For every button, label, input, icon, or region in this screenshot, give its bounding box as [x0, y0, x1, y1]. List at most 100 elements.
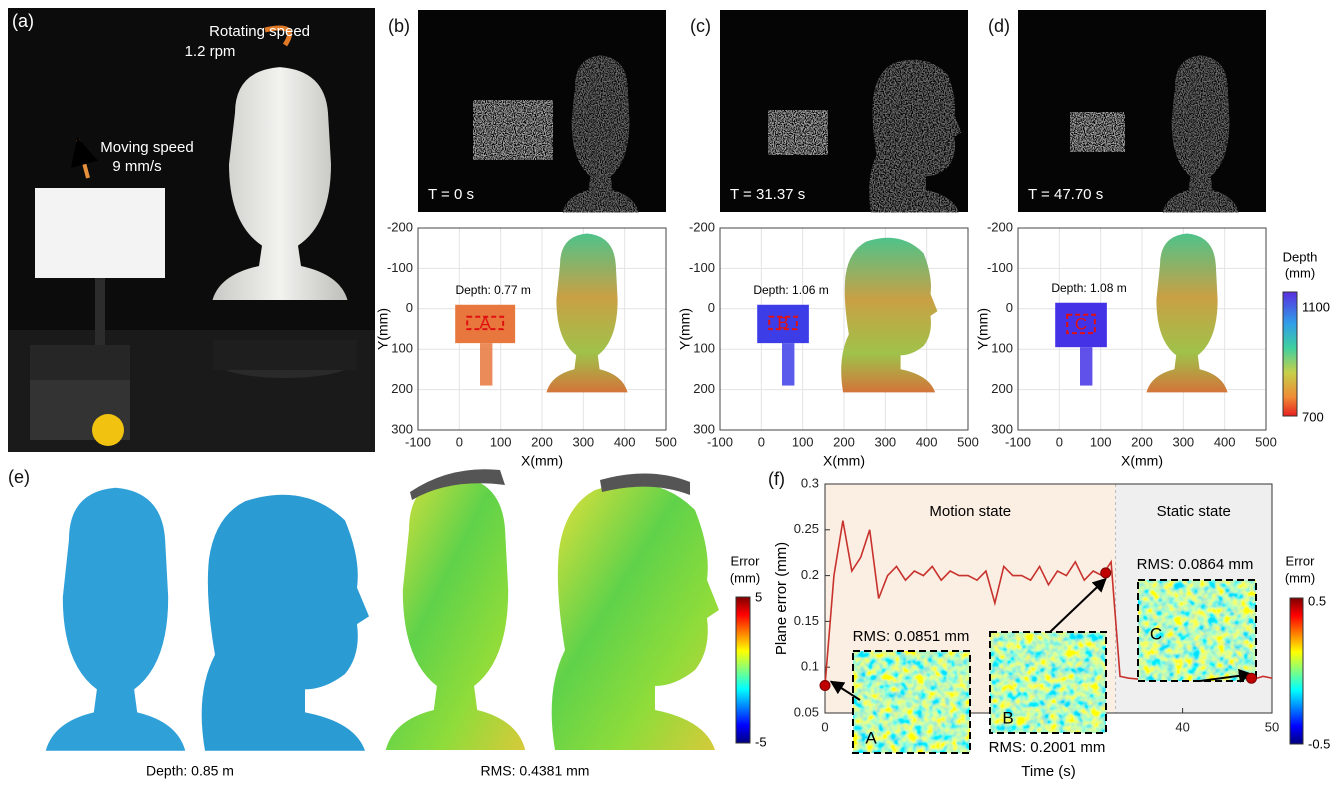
heads [46, 469, 719, 751]
y-tick-label: 200 [991, 381, 1013, 396]
colorbar-title: Error [731, 553, 761, 568]
panel-label: (c) [690, 16, 711, 36]
x-tick-label: 400 [614, 434, 636, 449]
region-label: Static state [1157, 503, 1231, 520]
page: { "figure": { "a": {"label": "(a)", "rot… [0, 0, 1337, 786]
y-tick-label: -100 [987, 260, 1013, 275]
x-tick-label: 0 [821, 719, 828, 734]
colorbar-tick-label: -5 [755, 734, 767, 749]
panel-label: (e) [8, 467, 30, 487]
x-axis-label: X(mm) [521, 453, 563, 469]
region-label: C [1075, 314, 1087, 333]
time-label: T = 31.37 s [730, 186, 805, 203]
x-tick-label: 0 [758, 434, 765, 449]
x-tick-label: 200 [1131, 434, 1153, 449]
colorbar [736, 597, 750, 743]
x-axis-label: Time (s) [1021, 763, 1075, 780]
x-axis-label: X(mm) [823, 453, 865, 469]
y-tick-label: 100 [391, 341, 413, 356]
colorbar-title: Error [1286, 553, 1316, 568]
y-tick-label: 0.3 [801, 475, 819, 490]
marker-point [820, 681, 830, 691]
y-tick-label: 300 [693, 421, 715, 436]
y-tick-label: 0.2 [801, 567, 819, 582]
depth-label: Depth: 1.06 m [753, 283, 828, 297]
y-axis-label: Y(mm) [375, 308, 391, 350]
caption: RMS: 0.4381 mm [481, 763, 590, 779]
figure: (a) Rotating speed 1.2 rpm Moving speed … [0, 0, 1337, 781]
board-speckle [1070, 112, 1125, 152]
rms-label: RMS: 0.0864 mm [1137, 556, 1254, 573]
x-tick-label: -100 [1005, 434, 1031, 449]
time-label: T = 0 s [428, 186, 474, 203]
depth-label: Depth: 1.08 m [1051, 281, 1126, 295]
x-tick-label: 200 [833, 434, 855, 449]
x-tick-label: 50 [1265, 719, 1279, 734]
panel-label: (b) [388, 16, 410, 36]
inset-label: C [1150, 624, 1162, 643]
y-tick-label: -100 [387, 260, 413, 275]
y-axis-label: Y(mm) [975, 308, 991, 350]
colorbar [1283, 292, 1297, 416]
panel-label: (d) [988, 16, 1010, 36]
y-tick-label: 0.1 [801, 659, 819, 674]
x-tick-label: 300 [572, 434, 594, 449]
x-tick-label: 100 [490, 434, 512, 449]
photo [8, 8, 375, 452]
depth-label: Depth: 0.77 m [455, 283, 530, 297]
rms-label: RMS: 0.2001 mm [989, 739, 1106, 756]
colorbar-unit: (mm) [1285, 570, 1315, 585]
y-tick-label: 0 [708, 300, 715, 315]
x-tick-label: 500 [1255, 434, 1277, 449]
x-tick-label: -100 [405, 434, 431, 449]
y-tick-label: 0.15 [794, 613, 819, 628]
x-tick-label: 400 [916, 434, 938, 449]
marker-point [1101, 568, 1111, 578]
x-tick-label: 40 [1175, 719, 1189, 734]
colorbar-unit: (mm) [1285, 265, 1315, 280]
y-tick-label: 100 [991, 341, 1013, 356]
x-tick-label: 300 [1172, 434, 1194, 449]
inset-label: B [1002, 708, 1013, 727]
x-tick-label: 200 [531, 434, 553, 449]
y-tick-label: 0 [406, 300, 413, 315]
y-axis-label: Y(mm) [677, 308, 693, 350]
moving-value: 9 mm/s [112, 158, 161, 175]
head-cloud [547, 234, 628, 393]
y-tick-label: -100 [689, 260, 715, 275]
stand-cloud [1080, 347, 1092, 385]
panel-label: (f) [768, 469, 785, 489]
x-tick-label: 0 [1056, 434, 1063, 449]
head-cloud [1147, 234, 1228, 393]
x-tick-label: -100 [707, 434, 733, 449]
stand-cloud [480, 343, 492, 385]
y-tick-label: 0.25 [794, 521, 819, 536]
region-label: Motion state [929, 503, 1011, 520]
x-tick-label: 100 [1090, 434, 1112, 449]
y-axis-label: Plane error (mm) [773, 542, 790, 655]
x-tick-label: 300 [874, 434, 896, 449]
y-tick-label: -200 [387, 219, 413, 234]
y-tick-label: 200 [693, 381, 715, 396]
colorbar-tick-label: -0.5 [1308, 736, 1330, 751]
x-tick-label: 0 [456, 434, 463, 449]
colorbar [1290, 598, 1303, 744]
x-axis-label: X(mm) [1121, 453, 1163, 469]
x-tick-label: 500 [957, 434, 979, 449]
panel-label: (a) [12, 11, 34, 31]
marker-point [1246, 673, 1256, 683]
y-tick-label: 0.05 [794, 704, 819, 719]
x-tick-label: 500 [655, 434, 677, 449]
caption: Depth: 0.85 m [146, 763, 234, 779]
y-tick-label: 200 [391, 381, 413, 396]
rotating-value: 1.2 rpm [185, 43, 236, 60]
colorbar-tick-label: 0.5 [1308, 593, 1326, 608]
y-tick-label: 300 [391, 421, 413, 436]
y-tick-label: 100 [693, 341, 715, 356]
region-label: A [479, 313, 491, 332]
region-label: B [777, 313, 788, 332]
x-tick-label: 400 [1214, 434, 1236, 449]
y-tick-label: 300 [991, 421, 1013, 436]
colorbar-tick-label: 700 [1302, 409, 1324, 424]
y-tick-label: -200 [689, 219, 715, 234]
